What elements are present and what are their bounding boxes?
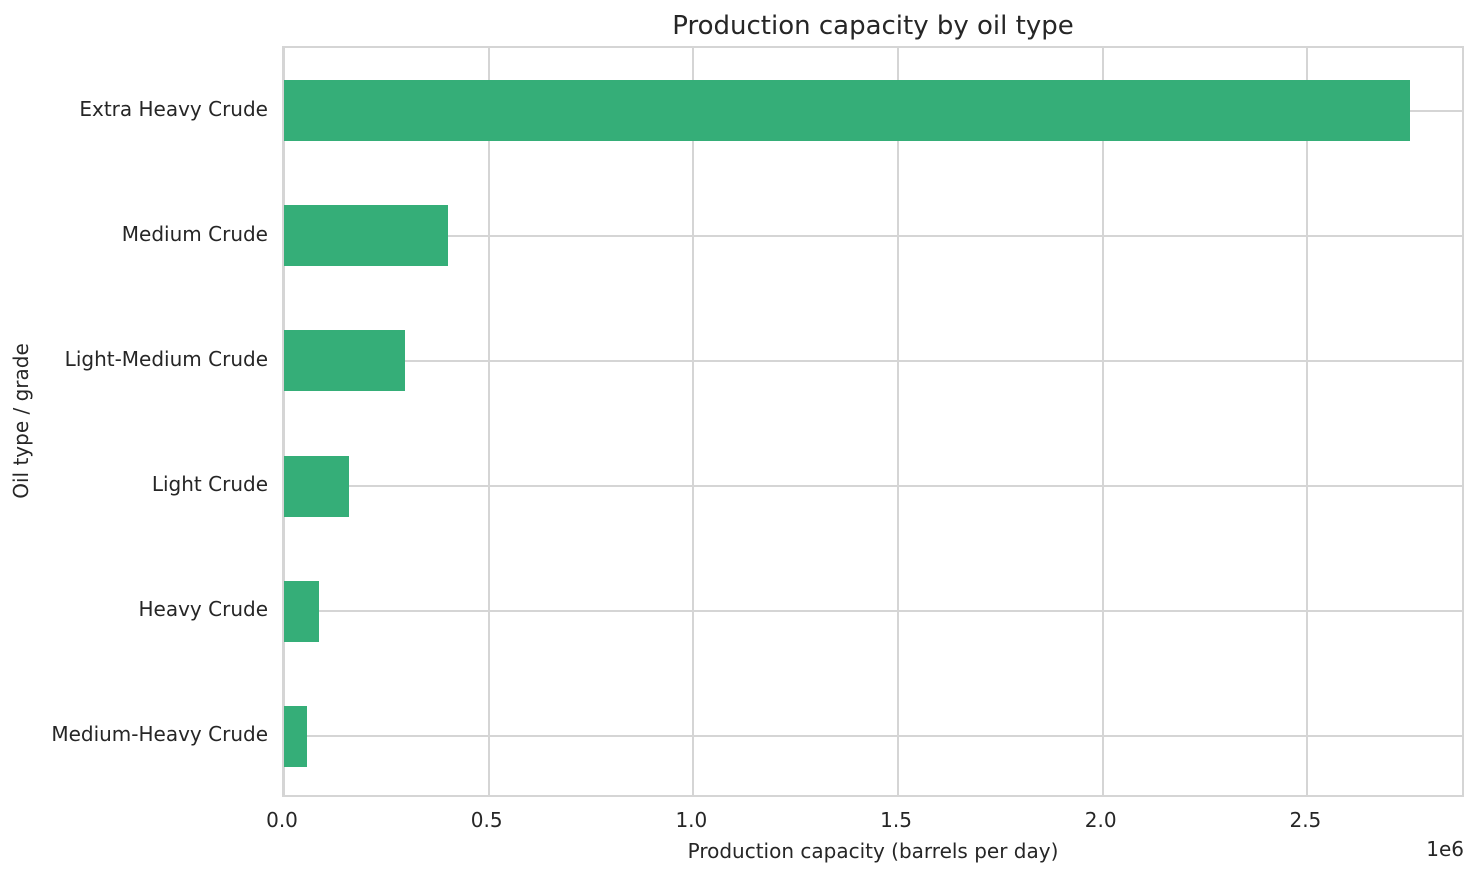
bar-medium-heavy-crude [284, 705, 307, 767]
x-tick-label-2.0: 2.0 [1084, 808, 1117, 832]
y-gridline-light-medium-crude [284, 359, 1462, 362]
x-gridline-0.5 [487, 48, 490, 795]
bar-light-crude [284, 455, 350, 517]
x-tick-label-2.5: 2.5 [1289, 808, 1322, 832]
bar-medium-crude [284, 205, 448, 267]
bar-light-medium-crude [284, 330, 405, 392]
bar-extra-heavy-crude [284, 80, 1410, 142]
x-axis-offset-label: 1e6 [1426, 837, 1464, 861]
bar-heavy-crude [284, 580, 319, 642]
x-axis-label: Production capacity (barrels per day) [687, 839, 1059, 863]
plot-area [282, 46, 1464, 797]
y-gridline-heavy-crude [284, 610, 1462, 613]
y-tick-label-light-crude: Light Crude [151, 472, 268, 497]
chart-title: Production capacity by oil type [672, 11, 1074, 41]
x-gridline-2.0 [1101, 48, 1104, 795]
y-gridline-light-crude [284, 485, 1462, 488]
y-tick-label-medium-heavy-crude: Medium-Heavy Crude [51, 722, 268, 747]
y-tick-label-light-medium-crude: Light-Medium Crude [64, 346, 268, 371]
x-gridline-1.0 [692, 48, 695, 795]
y-gridline-medium-crude [284, 234, 1462, 237]
x-gridline-2.5 [1306, 48, 1309, 795]
x-tick-label-1.5: 1.5 [880, 808, 912, 832]
x-tick-label-1.0: 1.0 [675, 808, 708, 832]
x-gridline-1.5 [897, 48, 900, 795]
y-tick-label-heavy-crude: Heavy Crude [138, 597, 269, 622]
y-gridline-medium-heavy-crude [284, 735, 1462, 738]
x-gridline-0.0 [283, 48, 285, 795]
x-tick-label-0.5: 0.5 [470, 808, 503, 832]
x-tick-label-0.0: 0.0 [266, 808, 298, 832]
y-tick-label-medium-crude: Medium Crude [121, 221, 268, 246]
y-tick-label-extra-heavy-crude: Extra Heavy Crude [79, 96, 268, 121]
